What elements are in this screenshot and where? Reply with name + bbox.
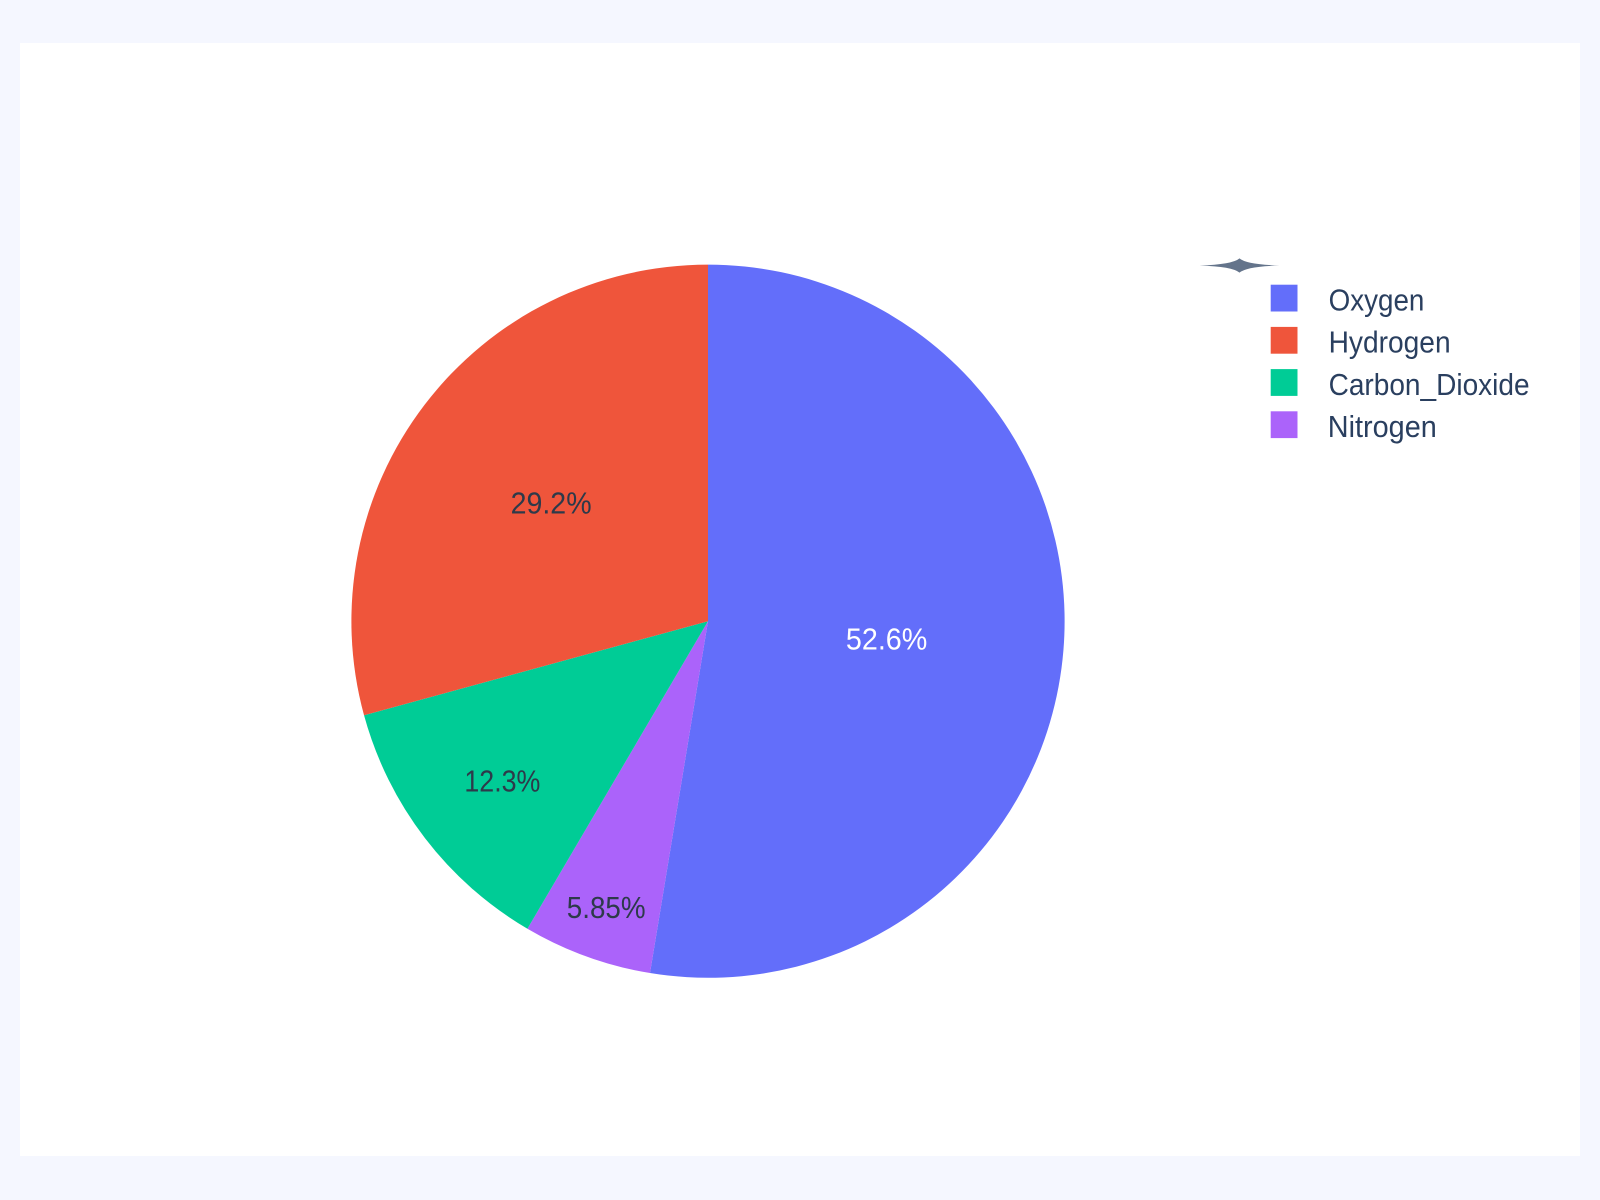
svg-text:Oxygen: Oxygen	[1329, 282, 1425, 317]
svg-text:Carbon_Dioxide: Carbon_Dioxide	[1329, 367, 1530, 402]
svg-text:5.85%: 5.85%	[567, 891, 646, 925]
svg-text:Hydrogen: Hydrogen	[1329, 325, 1451, 360]
svg-text:29.2%: 29.2%	[511, 487, 592, 521]
svg-text:Nitrogen: Nitrogen	[1328, 409, 1437, 444]
svg-text:52.6%: 52.6%	[846, 622, 927, 656]
svg-text:12.3%: 12.3%	[464, 764, 540, 798]
